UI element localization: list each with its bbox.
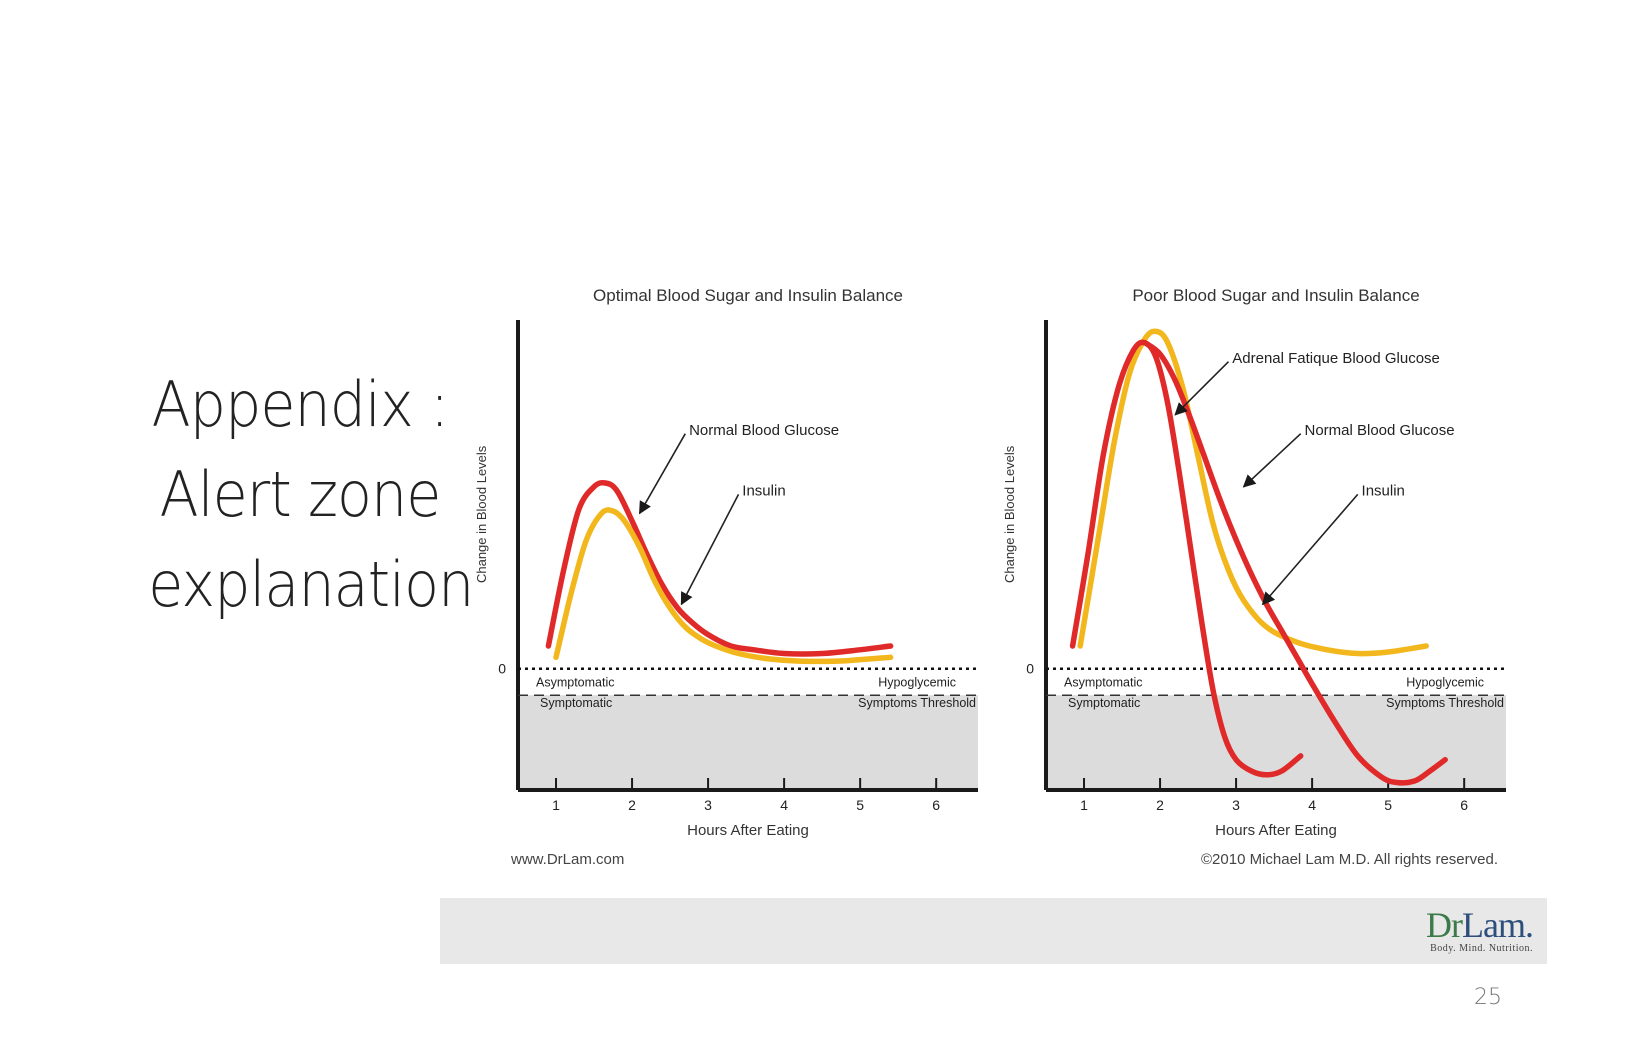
- annotation-arrow: [680, 493, 740, 606]
- footer-copyright: ©2010 Michael Lam M.D. All rights reserv…: [1201, 851, 1498, 868]
- symptoms-threshold-label: Symptoms Threshold: [858, 696, 976, 710]
- chart-optimal-balance: 1 2 3 4 5 6 0 Optimal Blood Sugar and Insulin B…: [474, 286, 978, 839]
- footer-band: DrLam. Body. Mind. Nutrition.: [440, 898, 1547, 964]
- symptomatic-zone: [518, 695, 978, 790]
- x-tick-label: 2: [628, 797, 636, 813]
- annotation-arrow: [1261, 493, 1359, 606]
- annotation-label: Insulin: [742, 483, 785, 500]
- chart-title: Poor Blood Sugar and Insulin Balance: [1132, 286, 1419, 305]
- annotation-label: Normal Blood Glucose: [689, 422, 839, 439]
- x-tick-label: 2: [1156, 797, 1164, 813]
- x-axis-label: Hours After Eating: [687, 822, 809, 839]
- series-adrenal-fatique-blood-glucose: [1069, 339, 1304, 778]
- x-tick-label: 3: [1232, 797, 1240, 813]
- y-axis-label: Change in Blood Levels: [1002, 445, 1017, 583]
- x-tick-label: 5: [856, 797, 864, 813]
- logo-tagline: Body. Mind. Nutrition.: [1430, 943, 1533, 954]
- symptomatic-label: Symptomatic: [540, 696, 612, 710]
- zero-label: 0: [1026, 661, 1034, 677]
- blood-sugar-charts: 1 2 3 4 5 6 0 Optimal Blood Sugar and Insulin B…: [474, 286, 1506, 868]
- x-tick-label: 4: [1308, 797, 1316, 813]
- asymptomatic-label: Asymptomatic: [536, 676, 615, 690]
- zero-label: 0: [498, 661, 506, 677]
- annotation-label: Insulin: [1362, 483, 1405, 500]
- chart-title: Optimal Blood Sugar and Insulin Balance: [593, 286, 903, 305]
- annotation-arrow: [1174, 361, 1230, 416]
- symptomatic-label: Symptomatic: [1068, 696, 1140, 710]
- x-tick-label: 5: [1384, 797, 1392, 813]
- x-axis-label: Hours After Eating: [1215, 822, 1337, 839]
- slide-title: Appendix : Alert zone explanation: [148, 360, 474, 630]
- hypoglycemic-label: Hypoglycemic: [1406, 676, 1484, 690]
- slide-title-line-2: Alert zone: [159, 458, 442, 531]
- annotation-label: Normal Blood Glucose: [1305, 422, 1455, 439]
- x-tick-label: 4: [780, 797, 788, 813]
- series-insulin: [553, 507, 894, 665]
- x-tick-label: 3: [704, 797, 712, 813]
- logo-lam: Lam: [1462, 905, 1526, 945]
- series-insulin: [1077, 328, 1429, 657]
- series-normal-blood-glucose: [545, 479, 894, 657]
- drlam-logo: DrLam. Body. Mind. Nutrition.: [1426, 905, 1534, 954]
- logo-dr: Dr: [1426, 905, 1463, 945]
- symptoms-threshold-label: Symptoms Threshold: [1386, 696, 1504, 710]
- logo-dot: .: [1525, 905, 1534, 945]
- x-tick-label: 1: [552, 797, 560, 813]
- series-normal-blood-glucose: [1142, 339, 1448, 786]
- x-tick-label: 6: [932, 797, 940, 813]
- asymptomatic-label: Asymptomatic: [1064, 676, 1143, 690]
- x-tick-label: 1: [1080, 797, 1088, 813]
- page-number: 25: [1474, 985, 1502, 1010]
- x-tick-label: 6: [1460, 797, 1468, 813]
- chart-poor-balance: 1 2 3 4 5 6 0 Poor Blood Sugar and Insulin Bala…: [1002, 286, 1506, 839]
- footer-website: www.DrLam.com: [510, 851, 624, 868]
- annotation-arrow: [638, 433, 686, 515]
- hypoglycemic-label: Hypoglycemic: [878, 676, 956, 690]
- y-axis-label: Change in Blood Levels: [474, 445, 489, 583]
- annotation-label: Adrenal Fatique Blood Glucose: [1232, 350, 1440, 367]
- annotation-arrow: [1242, 433, 1302, 488]
- slide-title-line-3: explanation: [148, 548, 474, 621]
- slide-title-line-1: Appendix :: [151, 368, 450, 441]
